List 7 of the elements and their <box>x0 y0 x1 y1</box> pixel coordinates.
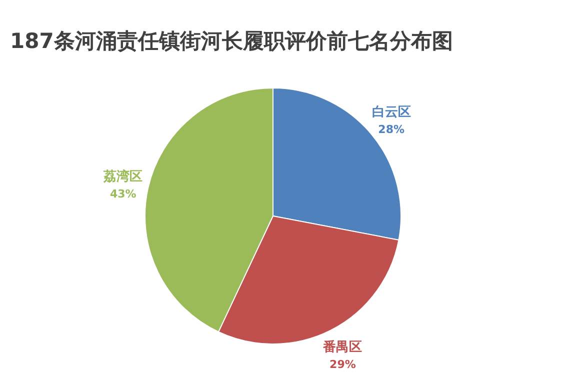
slice-label: 白云区 <box>372 105 411 120</box>
data-label: 29% <box>330 358 356 371</box>
data-label: 28% <box>378 123 405 136</box>
slice-label: 荔湾区 <box>102 168 143 184</box>
chart-title: 187条河涌责任镇街河长履职评价前七名分布图 <box>10 29 453 53</box>
slice-label: 番禺区 <box>322 338 362 355</box>
data-label: 43% <box>110 187 136 200</box>
